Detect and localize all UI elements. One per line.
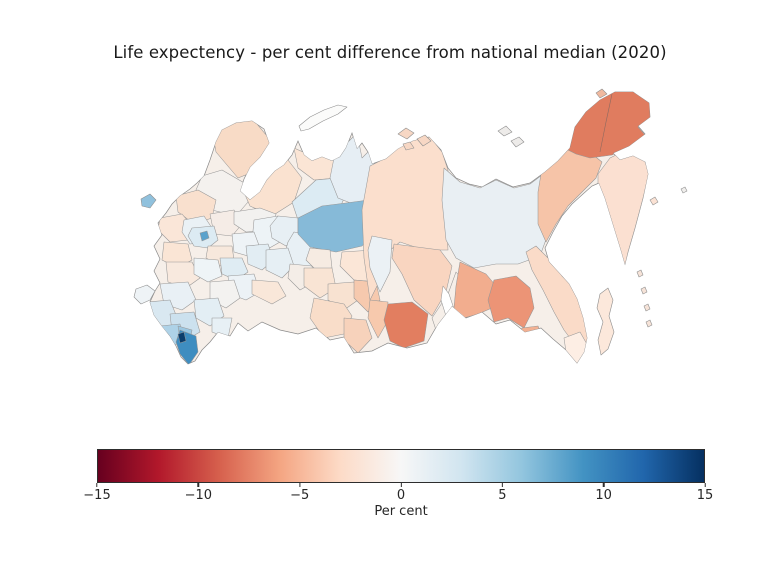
region-kursk-voronezh — [165, 261, 201, 289]
island-karaginsky — [649, 196, 659, 206]
tick-label: 15 — [696, 488, 714, 503]
island-kuril-4 — [645, 319, 653, 328]
colorbar-axis-label: Per cent — [374, 504, 428, 519]
tick-mark — [501, 483, 503, 487]
region-tuva — [383, 301, 429, 349]
island-commander — [680, 186, 688, 194]
region-khakassia — [367, 299, 389, 339]
tick-label: −10 — [184, 488, 213, 503]
region-krasnoyarsk-south — [367, 235, 393, 293]
tick-label: −15 — [83, 488, 111, 503]
colorbar-tick: −15 — [83, 483, 111, 503]
island-new-siberian-2 — [510, 136, 525, 148]
tick-mark — [197, 483, 199, 487]
region-ingushetia — [177, 331, 187, 344]
colorbar-tick: 15 — [696, 483, 714, 503]
tick-mark — [603, 483, 605, 487]
colorbar-tick: 5 — [498, 483, 506, 503]
island-kaliningrad — [140, 193, 157, 209]
island-wrangel — [595, 88, 608, 99]
island-new-siberian-1 — [497, 125, 513, 137]
tick-label: 5 — [498, 488, 507, 503]
tick-label: 0 — [396, 488, 406, 503]
island-kuril-1 — [636, 269, 644, 278]
island-novaya-zemlya — [298, 104, 348, 132]
region-jewish-ao — [519, 325, 543, 343]
colorbar-tick: 0 — [397, 483, 405, 503]
island-severnaya-zemlya-1 — [397, 127, 415, 140]
colorbar-tick: 10 — [595, 483, 612, 503]
island-sakhalin — [596, 287, 615, 356]
tick-mark — [299, 483, 301, 487]
island-kuril-2 — [640, 286, 648, 295]
chart-title: Life expectency - per cent difference fr… — [113, 43, 667, 62]
tick-mark — [400, 483, 402, 487]
region-lipetsk-tambov — [193, 257, 223, 283]
chukotka-district-border — [599, 93, 613, 153]
island-crimea — [133, 284, 156, 305]
region-irkutsk — [391, 243, 453, 317]
island-kuril-3 — [643, 303, 651, 312]
tick-label: 10 — [595, 488, 612, 503]
tick-label: −5 — [290, 488, 310, 503]
colorbar-ticks: −15 −10 −5 0 5 10 15 — [83, 483, 713, 505]
colorbar-gradient — [97, 449, 705, 483]
island-severnaya-zemlya-2 — [416, 134, 432, 147]
region-chukotka — [567, 92, 650, 159]
tick-mark — [704, 483, 706, 487]
colorbar-tick: −10 — [185, 483, 212, 503]
island-severnaya-zemlya-3 — [402, 141, 415, 151]
region-magadan — [537, 143, 603, 243]
tick-mark — [96, 483, 98, 487]
region-kamchatka — [597, 149, 650, 266]
region-moscow-city — [199, 230, 210, 242]
region-orenburg — [251, 279, 287, 305]
region-bashkortostan — [265, 247, 295, 279]
region-altai-republic — [343, 317, 373, 354]
colorbar-tick: −5 — [290, 483, 309, 503]
